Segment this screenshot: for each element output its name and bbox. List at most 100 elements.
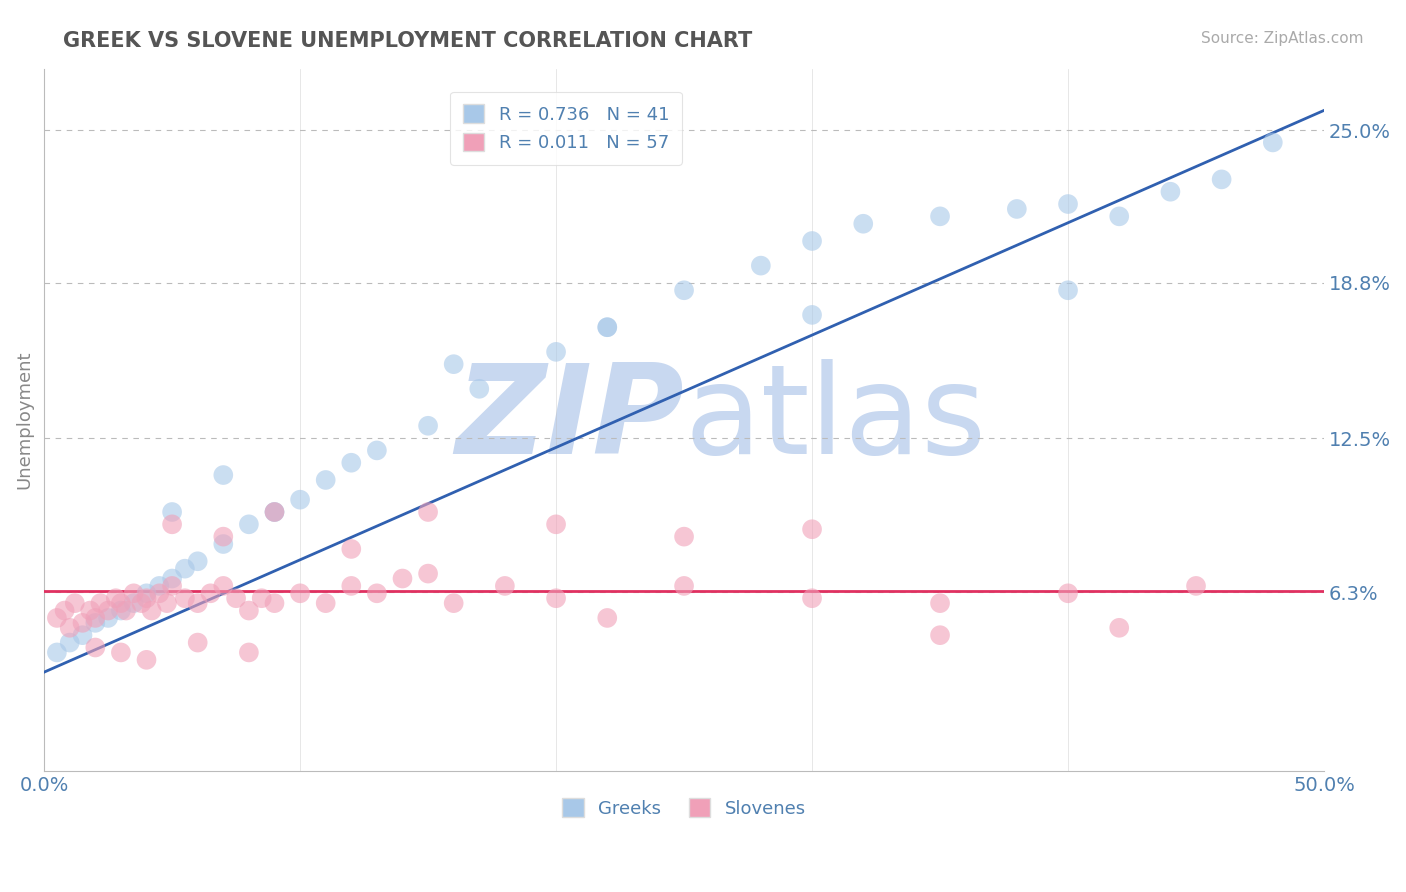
- Point: [801, 591, 824, 606]
- Point: [135, 586, 157, 600]
- Point: [596, 320, 619, 334]
- Point: [238, 517, 260, 532]
- Point: [1159, 185, 1181, 199]
- Point: [443, 357, 465, 371]
- Point: [801, 308, 824, 322]
- Point: [596, 611, 619, 625]
- Point: [225, 591, 247, 606]
- Point: [63, 596, 86, 610]
- Point: [366, 443, 388, 458]
- Point: [187, 554, 209, 568]
- Point: [288, 586, 311, 600]
- Point: [110, 645, 132, 659]
- Point: [160, 572, 183, 586]
- Point: [801, 234, 824, 248]
- Point: [391, 572, 413, 586]
- Point: [131, 596, 153, 610]
- Legend: Greeks, Slovenes: Greeks, Slovenes: [555, 791, 813, 825]
- Point: [122, 596, 145, 610]
- Point: [1005, 202, 1028, 216]
- Point: [1211, 172, 1233, 186]
- Point: [59, 635, 82, 649]
- Point: [340, 579, 363, 593]
- Point: [673, 283, 696, 297]
- Point: [238, 645, 260, 659]
- Point: [288, 492, 311, 507]
- Point: [929, 210, 952, 224]
- Point: [135, 591, 157, 606]
- Point: [443, 596, 465, 610]
- Point: [53, 603, 76, 617]
- Point: [160, 579, 183, 593]
- Point: [187, 635, 209, 649]
- Point: [122, 586, 145, 600]
- Point: [200, 586, 222, 600]
- Point: [673, 579, 696, 593]
- Point: [156, 596, 179, 610]
- Point: [72, 628, 94, 642]
- Point: [59, 621, 82, 635]
- Point: [315, 596, 337, 610]
- Point: [263, 505, 285, 519]
- Point: [1057, 197, 1080, 211]
- Point: [340, 541, 363, 556]
- Point: [544, 591, 567, 606]
- Point: [89, 596, 111, 610]
- Text: Source: ZipAtlas.com: Source: ZipAtlas.com: [1201, 31, 1364, 46]
- Point: [84, 615, 107, 630]
- Point: [366, 586, 388, 600]
- Point: [416, 505, 439, 519]
- Point: [1057, 283, 1080, 297]
- Point: [1108, 621, 1130, 635]
- Point: [852, 217, 875, 231]
- Text: GREEK VS SLOVENE UNEMPLOYMENT CORRELATION CHART: GREEK VS SLOVENE UNEMPLOYMENT CORRELATIO…: [63, 31, 752, 51]
- Point: [929, 628, 952, 642]
- Point: [263, 596, 285, 610]
- Point: [544, 517, 567, 532]
- Point: [929, 596, 952, 610]
- Point: [160, 517, 183, 532]
- Point: [160, 505, 183, 519]
- Point: [416, 566, 439, 581]
- Point: [72, 615, 94, 630]
- Point: [544, 344, 567, 359]
- Point: [148, 579, 170, 593]
- Point: [1057, 586, 1080, 600]
- Point: [110, 603, 132, 617]
- Point: [135, 653, 157, 667]
- Point: [212, 530, 235, 544]
- Point: [45, 645, 67, 659]
- Text: ZIP: ZIP: [456, 359, 685, 480]
- Point: [174, 591, 197, 606]
- Point: [141, 603, 163, 617]
- Point: [45, 611, 67, 625]
- Point: [212, 468, 235, 483]
- Point: [148, 586, 170, 600]
- Point: [673, 530, 696, 544]
- Point: [263, 505, 285, 519]
- Point: [110, 596, 132, 610]
- Point: [416, 418, 439, 433]
- Point: [115, 603, 138, 617]
- Point: [494, 579, 516, 593]
- Point: [801, 522, 824, 536]
- Point: [749, 259, 772, 273]
- Point: [84, 611, 107, 625]
- Text: atlas: atlas: [685, 359, 986, 480]
- Point: [596, 320, 619, 334]
- Point: [468, 382, 491, 396]
- Point: [340, 456, 363, 470]
- Point: [84, 640, 107, 655]
- Point: [212, 537, 235, 551]
- Point: [187, 596, 209, 610]
- Point: [315, 473, 337, 487]
- Point: [1108, 210, 1130, 224]
- Y-axis label: Unemployment: Unemployment: [15, 351, 32, 489]
- Point: [1261, 136, 1284, 150]
- Point: [104, 591, 127, 606]
- Point: [79, 603, 101, 617]
- Point: [212, 579, 235, 593]
- Point: [1185, 579, 1208, 593]
- Point: [238, 603, 260, 617]
- Point: [250, 591, 273, 606]
